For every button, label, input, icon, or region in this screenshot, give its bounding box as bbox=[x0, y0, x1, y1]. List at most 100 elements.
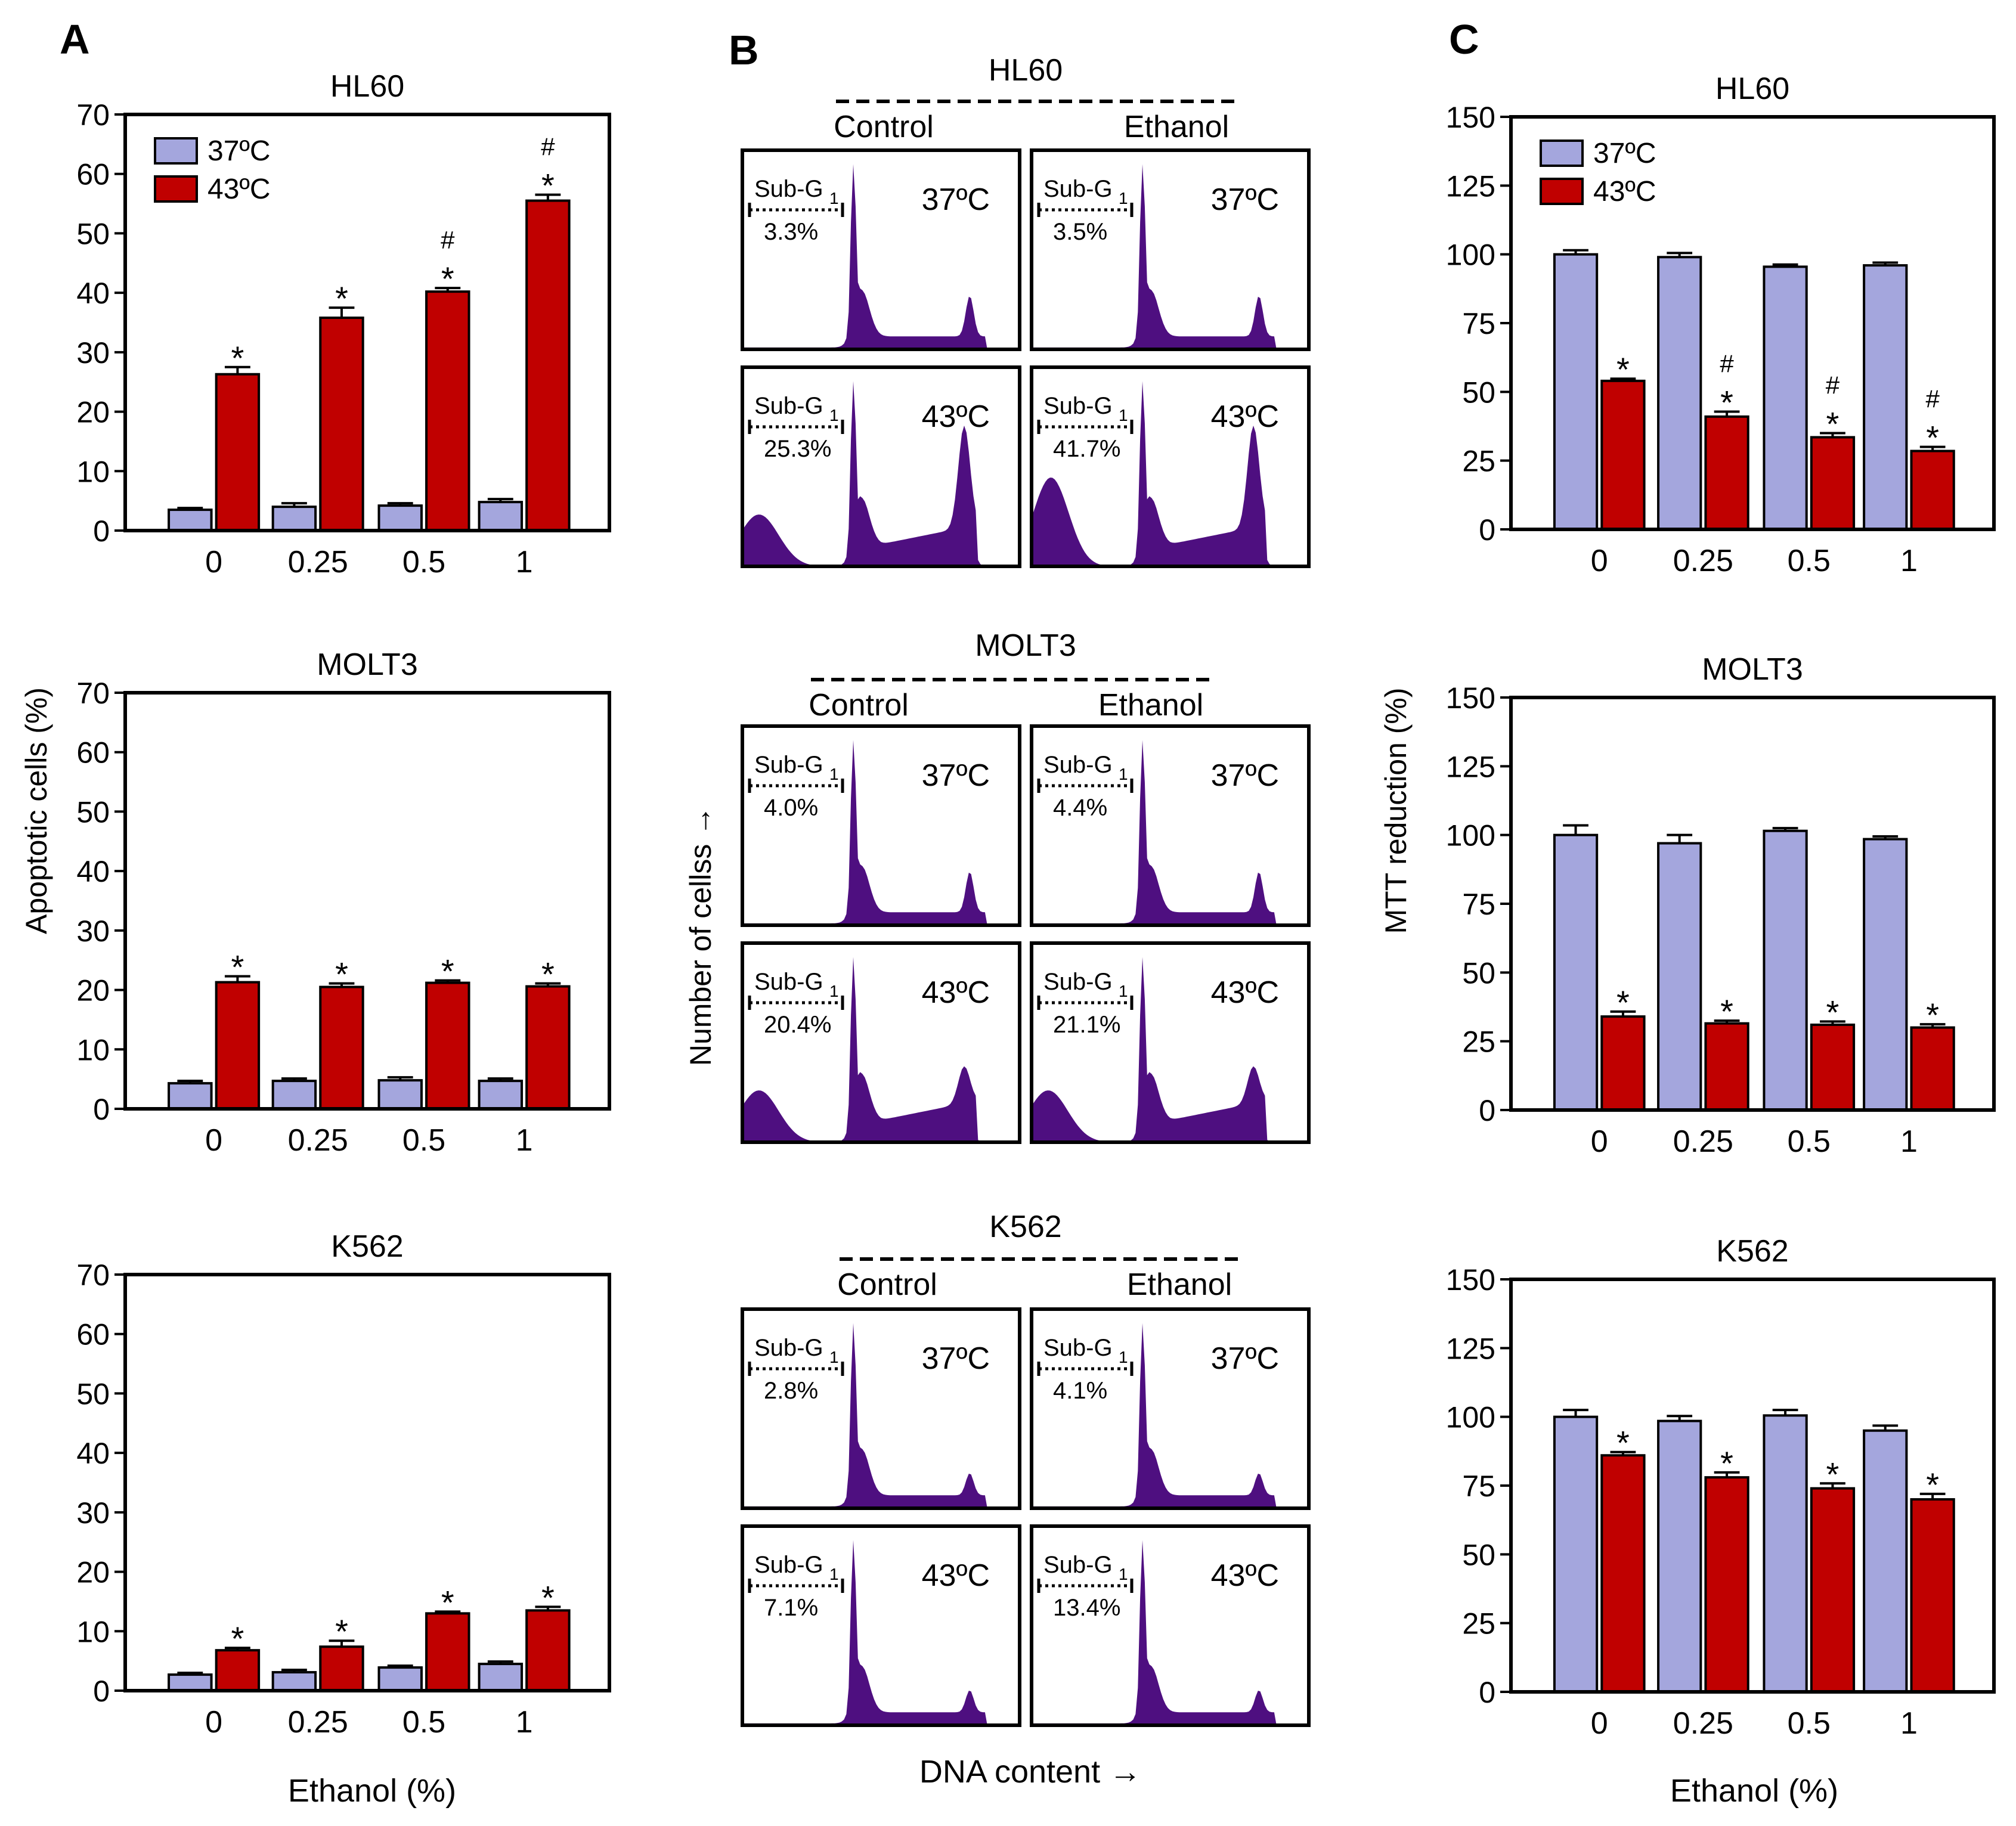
sub-g1-subscript: 1 bbox=[1119, 189, 1128, 207]
sub-g1-label: Sub-G bbox=[1043, 1552, 1113, 1578]
legend-swatch-37c bbox=[154, 137, 198, 165]
histogram-43c-ethanol: Sub-G 1 13.4% 43ºC bbox=[1030, 1524, 1311, 1727]
bar-43c bbox=[1704, 1022, 1749, 1112]
plot-frame bbox=[123, 1273, 611, 1692]
x-tick-label: 0 bbox=[1591, 1706, 1608, 1741]
bar-43c bbox=[1600, 1015, 1646, 1111]
bar-37c bbox=[271, 1671, 317, 1692]
legend-label: 43ºC bbox=[1593, 176, 1656, 207]
sub-g1-percent: 2.8% bbox=[764, 1378, 818, 1404]
plot-frame bbox=[123, 113, 611, 532]
sub-g1-label: Sub-G bbox=[1043, 176, 1113, 202]
apoptotic-ylabel: Apoptotic cells (%) bbox=[20, 687, 53, 934]
histogram-fill bbox=[742, 381, 1020, 566]
y-tick-label: 40 bbox=[76, 277, 110, 310]
temperature-label: 43ºC bbox=[1211, 1558, 1279, 1593]
bar-37c bbox=[377, 504, 423, 532]
histogram-frame bbox=[1030, 1524, 1311, 1727]
histogram-43c-ethanol: Sub-G 1 21.1% 43ºC bbox=[1030, 941, 1311, 1144]
x-tick-label: 0.5 bbox=[1788, 544, 1831, 578]
bar-43c bbox=[525, 985, 571, 1111]
y-tick-label: 70 bbox=[76, 677, 110, 710]
y-tick-label: 60 bbox=[76, 158, 110, 191]
sub-g1-percent: 4.4% bbox=[1053, 795, 1107, 821]
temperature-label: 37ºC bbox=[922, 182, 990, 217]
bar-chart-a-k562: K562 0 10 20 30 40 50 60 70 * * * * 0 0.25 0.5 1 bbox=[76, 1229, 611, 1740]
y-tick-label: 50 bbox=[76, 1377, 110, 1410]
temperature-label: 43ºC bbox=[922, 1558, 990, 1593]
histogram-frame bbox=[1030, 941, 1311, 1144]
temperature-label: 43ºC bbox=[922, 399, 990, 434]
significance-star: * bbox=[541, 1579, 555, 1616]
y-tick-label: 50 bbox=[1462, 376, 1495, 409]
y-tick-label: 150 bbox=[1446, 101, 1495, 134]
temperature-label: 43ºC bbox=[1211, 399, 1279, 434]
sub-g1-percent: 7.1% bbox=[764, 1595, 818, 1621]
histogram-frame bbox=[1030, 724, 1311, 927]
histogram-37c-control: Sub-G 1 3.3% 37ºC bbox=[741, 148, 1021, 351]
significance-star: * bbox=[1720, 384, 1733, 421]
histogram-frame bbox=[741, 365, 1021, 568]
significance-hash: # bbox=[1925, 385, 1940, 413]
sub-g1-subscript: 1 bbox=[829, 1565, 839, 1583]
plot-frame bbox=[123, 691, 611, 1111]
mtt-ylabel: MTT reduction (%) bbox=[1379, 687, 1413, 934]
histogram-37c-ethanol: Sub-G 1 4.4% 37ºC bbox=[1030, 724, 1311, 927]
histogram-37c-ethanol: Sub-G 1 3.5% 37ºC bbox=[1030, 148, 1311, 351]
bar-43c bbox=[319, 317, 364, 532]
bar-43c bbox=[425, 290, 470, 532]
legend-swatch-37c bbox=[1540, 139, 1584, 167]
histogram-frame bbox=[1030, 1307, 1311, 1510]
bar-43c bbox=[1910, 1026, 1955, 1111]
bar-43c bbox=[319, 1645, 364, 1692]
significance-star: * bbox=[231, 948, 244, 986]
y-tick-label: 0 bbox=[93, 514, 110, 548]
y-tick-label: 30 bbox=[76, 914, 110, 948]
x-tick-label: 0 bbox=[1591, 1124, 1608, 1159]
y-tick-label: 60 bbox=[76, 1318, 110, 1351]
bar-chart-c-hl60: HL60 0 25 50 75 100 125 150 * * # * # * #0 0.25 0.5 1 37ºC… bbox=[1446, 72, 1996, 578]
bar-43c bbox=[425, 981, 470, 1110]
chart-title: K562 bbox=[331, 1229, 403, 1264]
y-tick-label: 125 bbox=[1446, 169, 1495, 203]
histogram-frame bbox=[1030, 365, 1311, 568]
temperature-label: 37ºC bbox=[922, 758, 990, 793]
x-tick-label: 0 bbox=[205, 545, 222, 579]
bar-37c bbox=[168, 509, 213, 532]
histogram-frame bbox=[741, 1524, 1021, 1727]
bar-43c bbox=[1600, 1454, 1646, 1694]
bar-37c bbox=[377, 1666, 423, 1692]
bar-43c bbox=[525, 1609, 571, 1692]
bar-43c bbox=[1810, 1023, 1856, 1112]
bar-37c bbox=[271, 506, 317, 532]
y-tick-label: 0 bbox=[93, 1675, 110, 1708]
significance-star: * bbox=[1926, 419, 1939, 457]
y-tick-label: 60 bbox=[76, 736, 110, 770]
sub-g1-label: Sub-G bbox=[754, 969, 823, 995]
x-tick-label: 0 bbox=[205, 1705, 222, 1740]
y-tick-label: 0 bbox=[1479, 1676, 1495, 1709]
y-tick-label: 25 bbox=[1462, 1025, 1495, 1059]
y-tick-label: 0 bbox=[93, 1093, 110, 1126]
cells-ylabel: Number of cellss → bbox=[684, 806, 717, 1066]
y-tick-label: 75 bbox=[1462, 307, 1495, 340]
ethanol-label: Ethanol bbox=[1098, 688, 1203, 723]
bar-37c bbox=[1657, 256, 1702, 531]
sub-g1-subscript: 1 bbox=[1119, 982, 1128, 1000]
x-tick-label: 0 bbox=[205, 1123, 222, 1158]
temperature-label: 37ºC bbox=[1211, 758, 1279, 793]
chart-title: HL60 bbox=[1715, 72, 1789, 106]
y-tick-label: 70 bbox=[76, 1258, 110, 1292]
chart-title: MOLT3 bbox=[1702, 652, 1803, 687]
significance-hash: # bbox=[1826, 371, 1840, 399]
histogram-frame bbox=[1030, 148, 1311, 351]
x-tick-label: 0.25 bbox=[1673, 544, 1733, 578]
sub-g1-label: Sub-G bbox=[754, 393, 823, 419]
histogram-43c-control: Sub-G 1 20.4% 43ºC bbox=[741, 941, 1021, 1144]
histogram-frame bbox=[741, 724, 1021, 927]
flow-block-hl60: HL60 Control Ethanol Sub-G 1 3.3% 37ºC Sub-G 1 3.… bbox=[741, 53, 1311, 568]
sub-g1-subscript: 1 bbox=[829, 189, 839, 207]
histogram-frame bbox=[741, 148, 1021, 351]
bar-37c bbox=[1863, 838, 1908, 1111]
